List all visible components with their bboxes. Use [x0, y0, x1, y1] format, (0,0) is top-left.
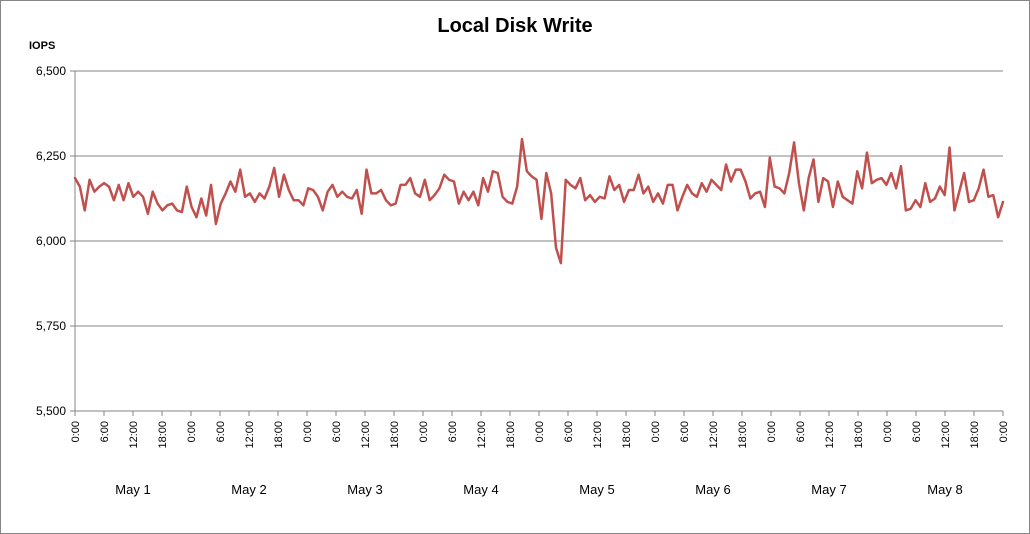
- day-label: May 8: [927, 482, 962, 497]
- x-tick-label: 0:00: [650, 421, 662, 442]
- x-tick-label: 0:00: [302, 421, 314, 442]
- y-tick-label: 6,000: [36, 234, 66, 248]
- x-tick-label: 0:00: [998, 421, 1010, 442]
- x-tick-label: 0:00: [418, 421, 430, 442]
- x-tick-label: 12:00: [708, 421, 720, 449]
- x-tick-label: 6:00: [99, 421, 111, 442]
- x-tick-label: 6:00: [563, 421, 575, 442]
- x-tick-label: 12:00: [244, 421, 256, 449]
- day-label: May 7: [811, 482, 846, 497]
- x-tick-label: 12:00: [592, 421, 604, 449]
- day-label: May 5: [579, 482, 614, 497]
- x-tick-label: 6:00: [911, 421, 923, 442]
- x-tick-label: 12:00: [940, 421, 952, 449]
- day-label: May 2: [231, 482, 266, 497]
- day-label: May 4: [463, 482, 498, 497]
- y-tick-label: 5,750: [36, 319, 66, 333]
- series-line: [73, 137, 1005, 265]
- x-tick-label: 18:00: [621, 421, 633, 449]
- x-tick-label: 12:00: [360, 421, 372, 449]
- x-tick-label: 0:00: [882, 421, 894, 442]
- x-tick-label: 6:00: [795, 421, 807, 442]
- x-tick-label: 0:00: [70, 421, 82, 442]
- x-tick-label: 0:00: [766, 421, 778, 442]
- x-tick-label: 18:00: [969, 421, 981, 449]
- x-tick-label: 18:00: [737, 421, 749, 449]
- x-tick-label: 12:00: [128, 421, 140, 449]
- x-tick-label: 12:00: [824, 421, 836, 449]
- chart-title: Local Disk Write: [437, 15, 593, 37]
- x-tick-label: 0:00: [534, 421, 546, 442]
- x-tick-label: 6:00: [679, 421, 691, 442]
- day-label: May 6: [695, 482, 730, 497]
- x-tick-label: 6:00: [447, 421, 459, 442]
- x-tick-label: 18:00: [853, 421, 865, 449]
- x-tick-label: 18:00: [389, 421, 401, 449]
- x-tick-label: 18:00: [157, 421, 169, 449]
- x-tick-label: 18:00: [273, 421, 285, 449]
- x-tick-label: 6:00: [215, 421, 227, 442]
- x-tick-label: 12:00: [476, 421, 488, 449]
- x-tick-label: 6:00: [331, 421, 343, 442]
- y-tick-label: 5,500: [36, 404, 66, 418]
- x-tick-label: 0:00: [186, 421, 198, 442]
- day-label: May 1: [115, 482, 150, 497]
- day-label: May 3: [347, 482, 382, 497]
- x-tick-label: 18:00: [505, 421, 517, 449]
- y-tick-label: 6,250: [36, 149, 66, 163]
- y-tick-label: 6,500: [36, 64, 66, 78]
- y-axis-label: IOPS: [29, 40, 56, 52]
